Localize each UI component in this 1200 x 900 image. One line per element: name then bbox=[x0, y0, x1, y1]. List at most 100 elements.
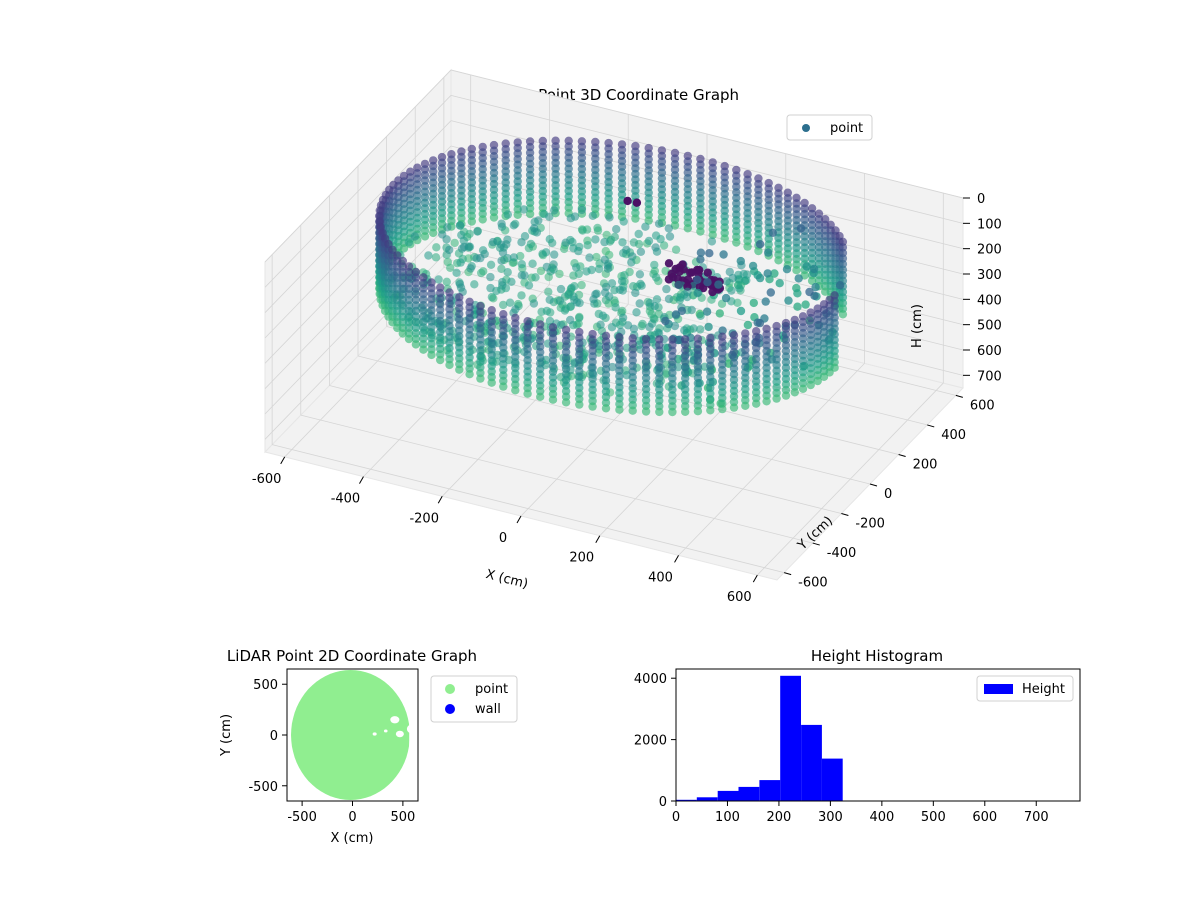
grid-left-z bbox=[264, 69, 452, 263]
lidar-point-3d bbox=[618, 238, 627, 247]
y-tick-3d bbox=[784, 572, 792, 576]
point-cloud-area bbox=[291, 670, 410, 800]
lidar-point-3d bbox=[659, 241, 669, 250]
x-tick-3d bbox=[674, 555, 679, 563]
lidar-point-3d bbox=[615, 320, 625, 330]
lidar-point-3d bbox=[465, 370, 474, 379]
lidar-point-3d bbox=[661, 370, 670, 379]
lidar-point-3d bbox=[523, 389, 532, 398]
lidar-point-3d bbox=[466, 264, 475, 273]
grid-back-z bbox=[450, 94, 964, 224]
lidar-point-3d bbox=[542, 306, 552, 316]
lidar-point-3d bbox=[631, 288, 640, 298]
y-tick-3d bbox=[955, 394, 963, 398]
x-tick-3d bbox=[752, 574, 758, 583]
lidar-point-3d bbox=[727, 286, 736, 295]
lidar-point-3d bbox=[566, 315, 575, 325]
y-tick-label-3d: -600 bbox=[798, 576, 828, 591]
lidar-point-3d bbox=[696, 255, 705, 264]
lidar-point-3d bbox=[764, 248, 773, 257]
lidar-point-3d bbox=[650, 260, 659, 270]
x-tick-3d bbox=[359, 476, 364, 484]
lidar-point-3d bbox=[732, 238, 741, 247]
lidar-point-3d bbox=[735, 284, 744, 293]
lidar-point-3d bbox=[714, 280, 723, 289]
lidar-point-3d bbox=[467, 217, 476, 226]
lidar-point-3d bbox=[517, 238, 526, 247]
lidar-point-3d bbox=[752, 399, 761, 408]
lidar-point-3d bbox=[486, 283, 495, 293]
grid-left-z bbox=[264, 221, 452, 415]
grid-back-z bbox=[450, 120, 964, 250]
x-tick-label-3d: 200 bbox=[569, 551, 594, 566]
plot-2d-ticks: -500 0 500 -500 0 500 bbox=[248, 678, 415, 825]
lidar-point-3d bbox=[498, 248, 508, 257]
lidar-point-3d bbox=[632, 308, 641, 317]
lidar-point-3d bbox=[629, 282, 638, 291]
lidar-point-3d bbox=[477, 268, 486, 278]
lidar-point-3d bbox=[693, 407, 703, 416]
lidar-point-3d bbox=[807, 276, 817, 285]
lidar-point-3d bbox=[503, 268, 512, 277]
lidar-point-3d bbox=[634, 229, 643, 239]
lidar-point-3d bbox=[465, 229, 474, 239]
lidar-point-3d bbox=[574, 246, 583, 256]
y-tick-label-3d: 600 bbox=[970, 398, 995, 413]
histogram-bar bbox=[717, 790, 739, 801]
lidar-point-3d bbox=[693, 275, 702, 284]
lidar-point-3d bbox=[696, 248, 706, 257]
lidar-point-3d bbox=[431, 253, 441, 262]
x-tick-label-hist: 100 bbox=[715, 810, 740, 825]
legend-2d-marker-point bbox=[445, 684, 455, 694]
x-tick-label-3d: -400 bbox=[331, 492, 361, 507]
lidar-point-3d bbox=[668, 407, 677, 417]
x-tick-label-3d: -600 bbox=[252, 472, 282, 487]
y-tick-3d bbox=[898, 453, 906, 457]
lidar-point-3d bbox=[487, 378, 496, 387]
lidar-point-3d bbox=[629, 324, 639, 333]
lidar-point-3d bbox=[432, 243, 441, 252]
plot-2d-data-area bbox=[291, 670, 418, 800]
lidar-point-3d bbox=[608, 362, 617, 372]
lidar-point-3d bbox=[641, 222, 650, 231]
lidar-point-3d bbox=[664, 294, 674, 304]
lidar-point-3d bbox=[811, 282, 820, 292]
lidar-point-3d bbox=[676, 293, 685, 302]
plot-histogram: Height Histogram 0 100 200 300 400 500 600 7000… bbox=[634, 647, 1081, 825]
lidar-point-3d bbox=[694, 269, 703, 278]
x-tick-3d bbox=[516, 515, 522, 524]
lidar-point-3d bbox=[622, 245, 631, 254]
lidar-point-3d bbox=[594, 264, 604, 274]
lidar-point-3d bbox=[452, 268, 461, 277]
lidar-point-3d bbox=[641, 407, 651, 416]
histogram-title: Height Histogram bbox=[811, 647, 943, 665]
y-tick-label-2d: 500 bbox=[253, 678, 278, 693]
lidar-point-3d bbox=[671, 245, 681, 254]
lidar-point-3d bbox=[635, 270, 645, 279]
lidar-point-3d bbox=[720, 234, 729, 243]
z-tick-label-3d: 200 bbox=[977, 243, 1002, 258]
x-tick-3d bbox=[280, 456, 286, 465]
lidar-point-3d bbox=[499, 382, 508, 391]
histogram-bar bbox=[780, 675, 801, 801]
x-tick-label-hist: 200 bbox=[767, 810, 792, 825]
lidar-point-3d bbox=[509, 221, 518, 230]
lidar-point-3d bbox=[629, 238, 639, 247]
lidar-point-3d bbox=[556, 284, 566, 294]
lidar-point-3d bbox=[742, 276, 751, 285]
lidar-point-3d bbox=[574, 269, 583, 279]
lidar-point-3d bbox=[420, 232, 430, 241]
lidar-point-3d bbox=[528, 259, 537, 268]
lidar-point-3d bbox=[819, 372, 829, 381]
lidar-point-3d bbox=[656, 234, 665, 244]
lidar-point-3d bbox=[578, 226, 587, 235]
lidar-point-3d bbox=[542, 262, 551, 272]
y-tick-label-3d: 400 bbox=[941, 428, 966, 443]
lidar-point-3d bbox=[583, 241, 592, 250]
lidar-point-3d bbox=[809, 264, 819, 274]
histogram-bar bbox=[738, 786, 760, 801]
legend-2d-label-wall: wall bbox=[475, 702, 501, 717]
lidar-point-3d bbox=[445, 245, 454, 255]
lidar-point-3d bbox=[766, 288, 775, 297]
lidar-point-3d bbox=[635, 299, 644, 308]
